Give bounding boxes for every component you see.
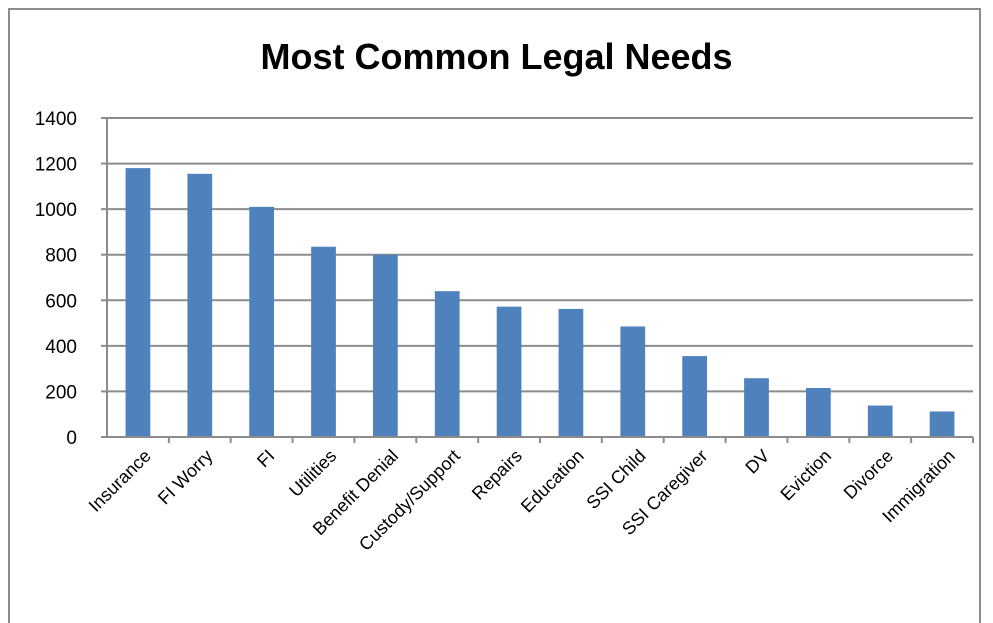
x-category-label: DV: [741, 446, 773, 478]
y-tick-labels: 0 200 400 600 800 1000 1200 1400: [35, 109, 77, 449]
bar-eviction: [805, 388, 831, 437]
bar-dv: [744, 378, 769, 437]
y-tick-label: 200: [45, 382, 77, 403]
bars: [125, 168, 955, 437]
x-category-label: Utilities: [285, 446, 340, 501]
bar-utilities: [311, 246, 336, 437]
gridlines: [107, 117, 973, 393]
x-category-label: Repairs: [468, 446, 526, 504]
y-tick-label: 1000: [35, 200, 77, 221]
bar-fi-worry: [187, 173, 213, 437]
x-category-label: Eviction: [776, 446, 835, 505]
y-tick-label: 1400: [35, 109, 77, 130]
bar-ssi-child: [620, 326, 646, 437]
bar-fi: [249, 206, 275, 437]
bar-divorce: [867, 405, 893, 437]
x-category-label: Education: [517, 446, 588, 517]
chart-title: Most Common Legal Needs: [260, 36, 733, 77]
bar-ssi-caregiver: [682, 356, 708, 437]
y-tick-label: 0: [66, 428, 77, 449]
chart-frame: [8, 8, 981, 623]
x-category-label: FI Worry: [154, 446, 217, 509]
bar-insurance: [125, 168, 151, 437]
x-category-label: Divorce: [840, 446, 897, 503]
y-tick-label: 1200: [35, 155, 77, 176]
axes: [101, 117, 974, 443]
y-tick-label: 400: [45, 337, 77, 358]
bar-benefit-denial: [372, 254, 398, 437]
bar-immigration: [929, 411, 955, 437]
x-category-label: Insurance: [85, 446, 155, 516]
y-tick-label: 600: [45, 291, 77, 312]
y-tick-label: 800: [45, 246, 77, 267]
x-category-label: FI: [253, 446, 278, 471]
bar-education: [558, 308, 584, 437]
bar-repairs: [496, 306, 522, 437]
bar-custody-support: [434, 291, 460, 437]
